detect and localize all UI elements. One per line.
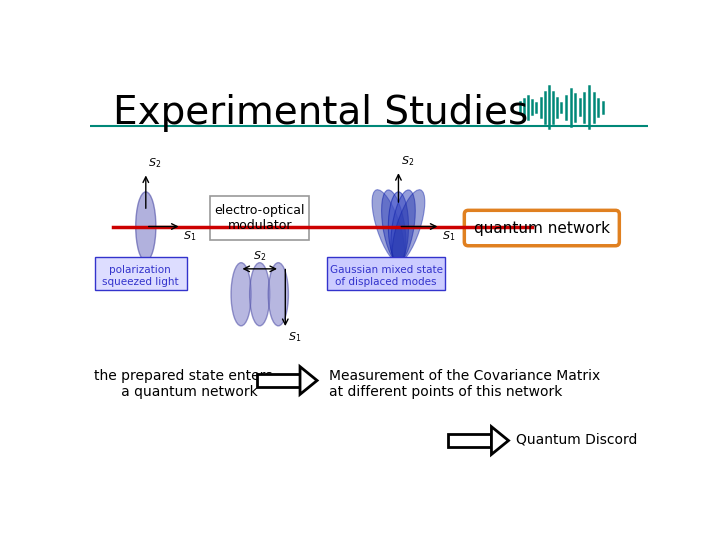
FancyBboxPatch shape xyxy=(94,257,187,289)
Ellipse shape xyxy=(269,262,289,326)
Ellipse shape xyxy=(372,190,405,264)
Text: polarization
squeezed light: polarization squeezed light xyxy=(102,265,179,287)
Polygon shape xyxy=(300,367,317,394)
Text: $S_1$: $S_1$ xyxy=(442,230,455,244)
Text: $S_1$: $S_1$ xyxy=(183,230,197,244)
FancyBboxPatch shape xyxy=(464,211,619,246)
Text: Experimental Studies: Experimental Studies xyxy=(113,94,528,132)
Text: quantum network: quantum network xyxy=(474,220,610,235)
Text: $S_2$: $S_2$ xyxy=(148,157,161,170)
Ellipse shape xyxy=(250,262,270,326)
Text: Measurement of the Covariance Matrix
at different points of this network: Measurement of the Covariance Matrix at … xyxy=(329,369,600,399)
Ellipse shape xyxy=(391,190,415,263)
FancyBboxPatch shape xyxy=(327,257,445,289)
Ellipse shape xyxy=(136,192,156,261)
Text: electro-optical
modulator: electro-optical modulator xyxy=(215,204,305,232)
Text: the prepared state enters
   a quantum network: the prepared state enters a quantum netw… xyxy=(94,369,272,399)
Text: Quantum Discord: Quantum Discord xyxy=(516,432,638,446)
Ellipse shape xyxy=(392,190,425,264)
Text: $S_1$: $S_1$ xyxy=(287,330,301,345)
Ellipse shape xyxy=(382,190,406,263)
Ellipse shape xyxy=(388,192,408,261)
Polygon shape xyxy=(492,427,508,455)
Ellipse shape xyxy=(231,262,251,326)
Text: $S_2$: $S_2$ xyxy=(253,249,266,264)
Text: $S_2$: $S_2$ xyxy=(401,154,414,168)
FancyBboxPatch shape xyxy=(210,195,310,240)
Text: Gaussian mixed state
of displaced modes: Gaussian mixed state of displaced modes xyxy=(330,265,443,287)
Bar xyxy=(256,374,300,387)
Bar xyxy=(448,434,492,448)
